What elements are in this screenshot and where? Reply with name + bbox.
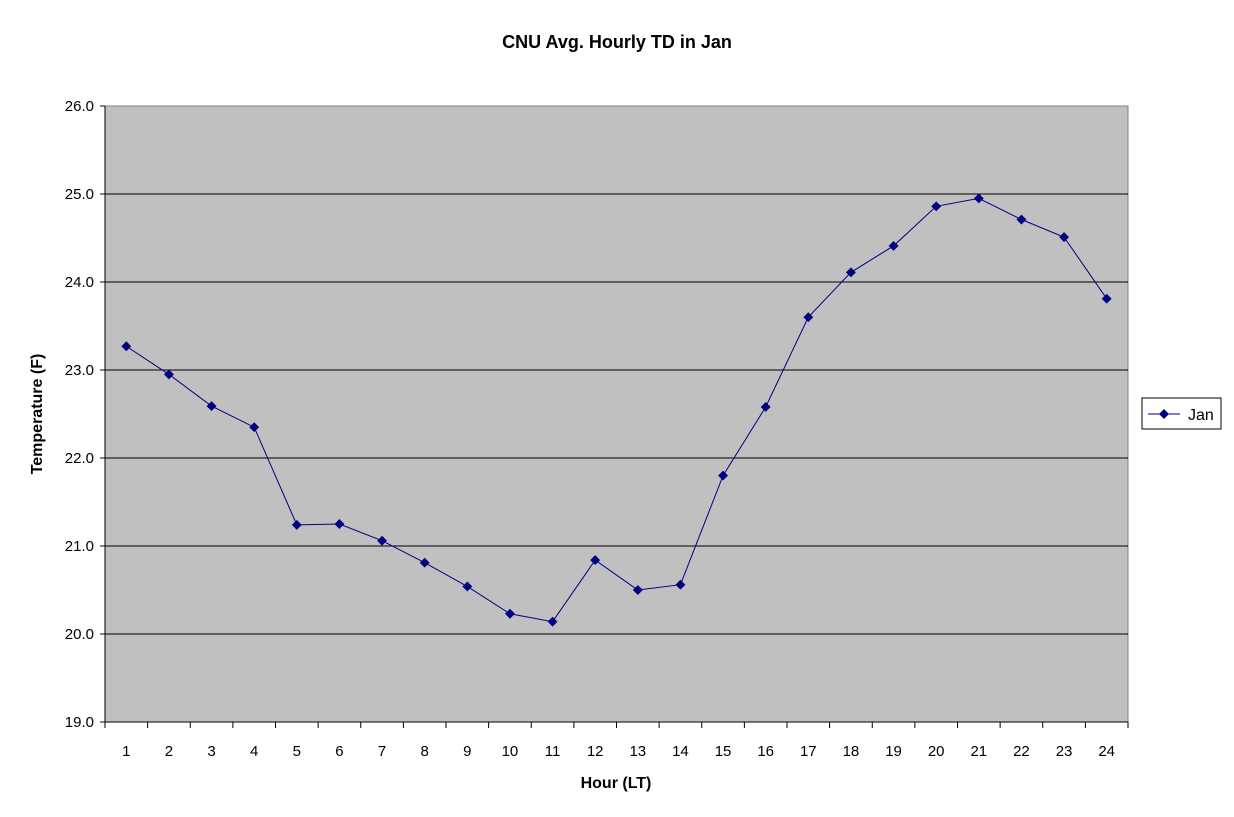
data-point	[675, 579, 686, 590]
x-tick-label: 16	[757, 743, 774, 760]
plot-area	[104, 105, 1129, 723]
data-point	[291, 519, 302, 530]
x-tick-label: 13	[629, 743, 646, 760]
x-tick-label: 9	[463, 743, 471, 760]
x-tick-label: 2	[165, 743, 173, 760]
data-point	[590, 555, 601, 566]
x-axis: 1 2 3 4 5 6 7 8 9 10 11 12 13 14 15 16 17 18 19 20 21 22 23 24	[104, 721, 1129, 760]
y-tick-label: 23.0	[65, 362, 94, 379]
legend: Jan	[1141, 397, 1222, 430]
data-point	[632, 585, 643, 595]
data-point	[249, 422, 260, 433]
x-tick-label: 7	[378, 743, 386, 760]
x-tick-label: 19	[885, 743, 902, 760]
data-point	[718, 470, 729, 481]
data-point	[760, 402, 771, 412]
y-tick-label: 22.0	[65, 450, 94, 467]
y-axis-title: Temperature (F)	[29, 354, 46, 475]
data-point	[931, 201, 942, 212]
x-tick-label: 14	[672, 743, 689, 760]
data-point	[803, 312, 814, 323]
y-tick-label: 21.0	[65, 538, 94, 555]
data-point	[1016, 214, 1027, 225]
data-point	[547, 616, 558, 627]
legend-label-jan: Jan	[1188, 407, 1214, 424]
x-tick-label: 8	[421, 743, 429, 760]
data-point	[888, 240, 899, 251]
x-tick-label: 22	[1013, 743, 1030, 760]
x-tick-label: 5	[293, 743, 301, 760]
legend-marker	[1159, 409, 1169, 419]
data-point	[462, 581, 473, 592]
x-tick-label: 23	[1056, 743, 1073, 760]
data-point	[973, 193, 984, 204]
data-point	[419, 557, 430, 568]
x-tick-label: 15	[715, 743, 732, 760]
x-axis-title: Hour (LT)	[581, 775, 652, 792]
x-tick-label: 18	[843, 743, 860, 760]
x-tick-label: 24	[1098, 743, 1115, 760]
x-tick-label: 10	[502, 743, 519, 760]
x-tick-label: 3	[207, 743, 215, 760]
x-tick-label: 21	[970, 743, 987, 760]
data-point	[334, 519, 345, 529]
data-point	[163, 369, 174, 380]
x-tick-label: 6	[335, 743, 343, 760]
y-tick-label: 20.0	[65, 626, 94, 643]
y-axis: 19.0 20.0 21.0 22.0 23.0 24.0 25.0 26.0	[65, 98, 106, 731]
series-line-jan	[126, 197, 1108, 623]
x-tick-label: 1	[122, 743, 130, 760]
x-tick-label: 20	[928, 743, 945, 760]
y-tick-label: 25.0	[65, 186, 94, 203]
y-tick-label: 24.0	[65, 274, 94, 291]
data-point	[377, 535, 388, 546]
data-point	[1059, 232, 1070, 243]
x-tick-label: 4	[250, 743, 258, 760]
x-tick-label: 12	[587, 743, 604, 760]
gridlines	[105, 193, 1128, 635]
data-point	[504, 608, 515, 619]
data-point	[206, 401, 217, 412]
data-point	[845, 267, 856, 278]
chart-title: CNU Avg. Hourly TD in Jan	[502, 32, 732, 52]
x-tick-label: 17	[800, 743, 817, 760]
data-point	[1101, 293, 1112, 304]
y-tick-label: 19.0	[65, 714, 94, 731]
x-tick-label: 11	[545, 743, 561, 760]
y-tick-label: 26.0	[65, 98, 94, 115]
